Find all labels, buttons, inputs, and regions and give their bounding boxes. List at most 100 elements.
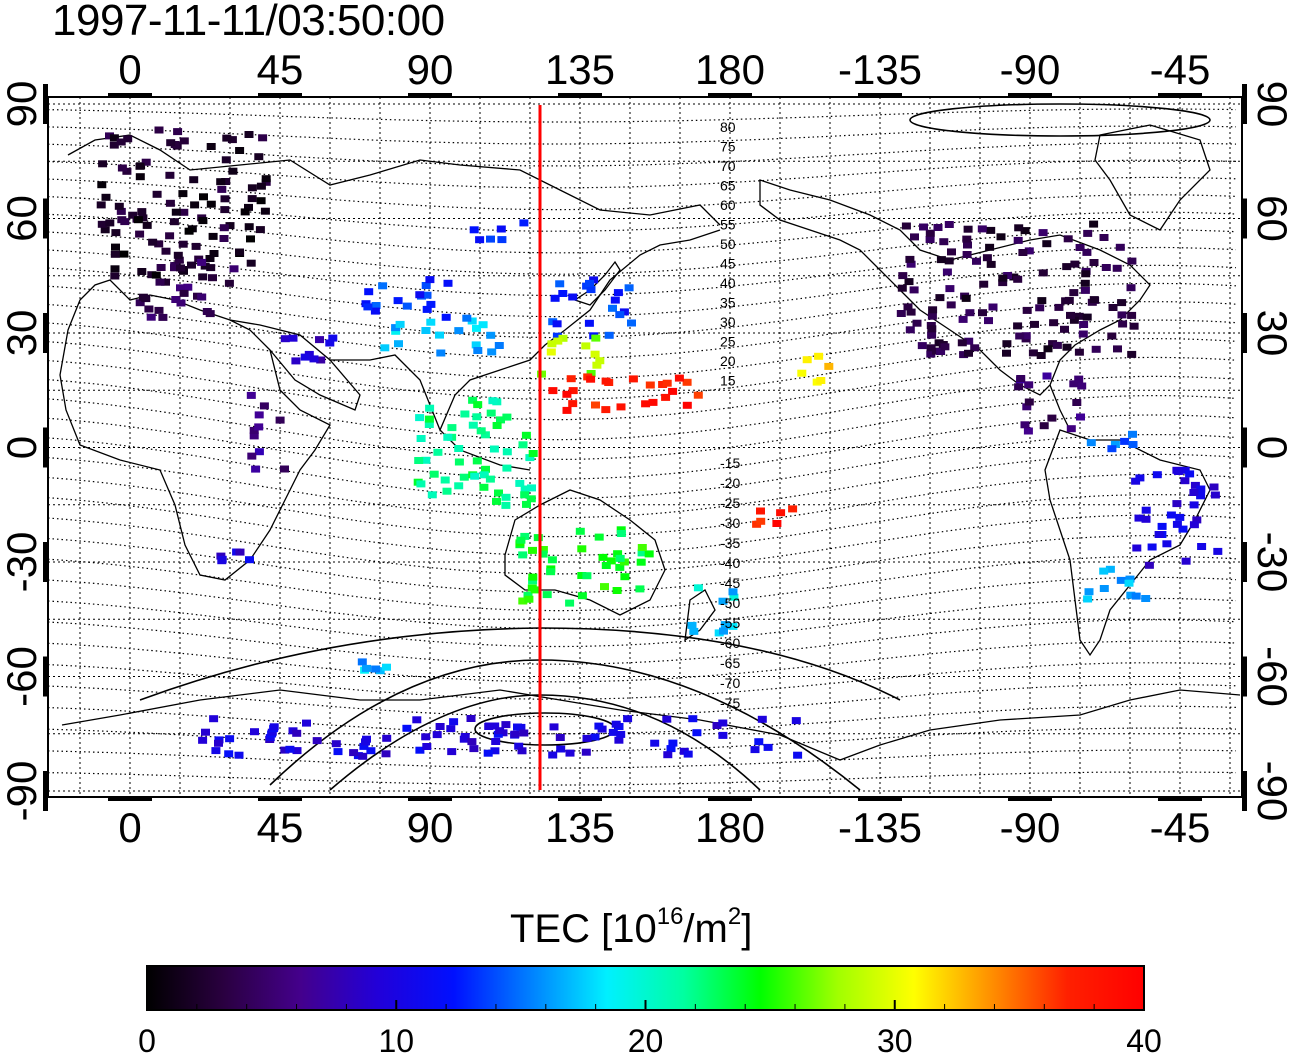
tec-cell — [173, 251, 183, 259]
tec-cell — [224, 750, 234, 758]
tec-cell — [1131, 592, 1141, 600]
magnetic-latitude-line — [48, 771, 1237, 786]
colorbar-tick-label: 20 — [628, 1023, 664, 1057]
tec-cell — [468, 396, 478, 404]
tec-cell — [216, 178, 226, 186]
tec-cell — [538, 546, 548, 553]
tec-cell — [542, 591, 552, 599]
tec-cell — [380, 344, 390, 352]
map-title: 1997-11-11/03:50:00 — [52, 0, 445, 45]
tec-cell — [1038, 269, 1048, 277]
tec-cell — [170, 264, 179, 272]
magnetic-latitude-label: -50 — [720, 595, 740, 611]
tec-cell — [158, 313, 168, 321]
tec-cell — [141, 295, 151, 303]
tec-cell — [494, 342, 504, 349]
tec-cell — [300, 353, 310, 361]
tec-cell — [964, 337, 974, 345]
tec-cell — [957, 339, 967, 347]
tec-cell — [1112, 264, 1122, 272]
tec-cell — [460, 410, 470, 418]
tec-cell — [1054, 303, 1064, 311]
tec-cell — [250, 728, 259, 736]
tick-mark — [708, 796, 752, 801]
latitude-tick-label-left: -90 — [0, 761, 45, 822]
tec-cell — [119, 250, 129, 258]
tec-cell — [101, 193, 111, 201]
tec-cell — [1084, 588, 1094, 596]
tec-cell — [116, 138, 126, 146]
tec-cell — [1099, 234, 1109, 241]
tec-cell — [244, 131, 254, 138]
tec-cell — [562, 406, 572, 414]
tec-cell — [275, 416, 285, 424]
magnetic-latitude-label: 30 — [720, 314, 736, 330]
tec-cell — [142, 221, 152, 229]
tec-cell — [947, 248, 956, 256]
tec-cell — [1190, 481, 1200, 489]
tec-cell — [558, 290, 568, 297]
tec-cell — [1175, 513, 1185, 521]
tec-cell — [1091, 345, 1101, 353]
tec-cell — [246, 259, 256, 267]
longitude-tick-label-top: 0 — [118, 46, 141, 93]
tec-cell — [1080, 279, 1090, 287]
longitude-tick-label-top: 90 — [407, 46, 454, 93]
tec-cell — [424, 421, 434, 428]
tec-cell — [1178, 525, 1188, 533]
tec-cell — [96, 201, 106, 209]
tec-cell — [358, 752, 368, 760]
tec-cell — [258, 134, 268, 142]
tec-cell — [211, 747, 221, 755]
tec-cell — [492, 422, 502, 429]
tec-cell — [486, 235, 495, 243]
tec-cell — [179, 208, 189, 216]
tec-cell — [206, 143, 216, 150]
tec-cell — [620, 573, 630, 581]
magnetic-latitude-line — [48, 211, 1237, 254]
tec-cell — [757, 715, 767, 723]
tec-cell — [471, 341, 481, 349]
tec-cell — [109, 134, 119, 142]
tec-cell — [962, 251, 972, 258]
tec-cell — [366, 747, 376, 755]
latitude-tick-label-right: 30 — [1249, 310, 1292, 357]
tec-cell — [772, 520, 782, 527]
tec-cell — [466, 715, 476, 722]
tec-cell — [229, 265, 239, 273]
tec-cell — [604, 331, 614, 339]
tec-cell — [1039, 422, 1049, 430]
magnetic-latitude-label: 20 — [720, 353, 736, 369]
tec-cell — [485, 475, 495, 483]
tec-cell — [265, 734, 275, 742]
tec-cell — [928, 306, 938, 314]
tec-cell — [1197, 543, 1207, 550]
tec-cell — [224, 279, 234, 287]
tec-cell — [393, 297, 403, 305]
tec-cell — [486, 331, 496, 339]
tick-mark — [43, 542, 48, 582]
magnetic-latitude-lines — [48, 108, 1237, 786]
tec-cell — [1147, 543, 1157, 551]
tec-cell — [415, 291, 425, 299]
tec-cell — [750, 746, 760, 754]
tec-cell — [173, 128, 183, 136]
tec-cell — [927, 325, 937, 333]
tec-cell — [1189, 501, 1199, 509]
latitude-tick-label-right: -30 — [1249, 532, 1292, 593]
tec-cell — [592, 361, 602, 369]
tec-cell — [133, 216, 143, 224]
tec-cell — [144, 305, 154, 313]
tec-cell — [1035, 304, 1045, 312]
tec-cell — [814, 352, 824, 360]
tec-cell — [97, 220, 107, 228]
magnetic-latitude-label: -45 — [720, 575, 740, 591]
tec-cell — [111, 243, 120, 251]
tec-cell — [98, 160, 108, 168]
magnetic-latitude-label: 35 — [720, 295, 736, 311]
tec-cell — [905, 326, 915, 334]
magnetic-latitude-line — [48, 576, 1237, 630]
tick-mark — [43, 427, 48, 468]
tec-cell — [292, 729, 302, 737]
tec-cell — [1024, 398, 1034, 406]
